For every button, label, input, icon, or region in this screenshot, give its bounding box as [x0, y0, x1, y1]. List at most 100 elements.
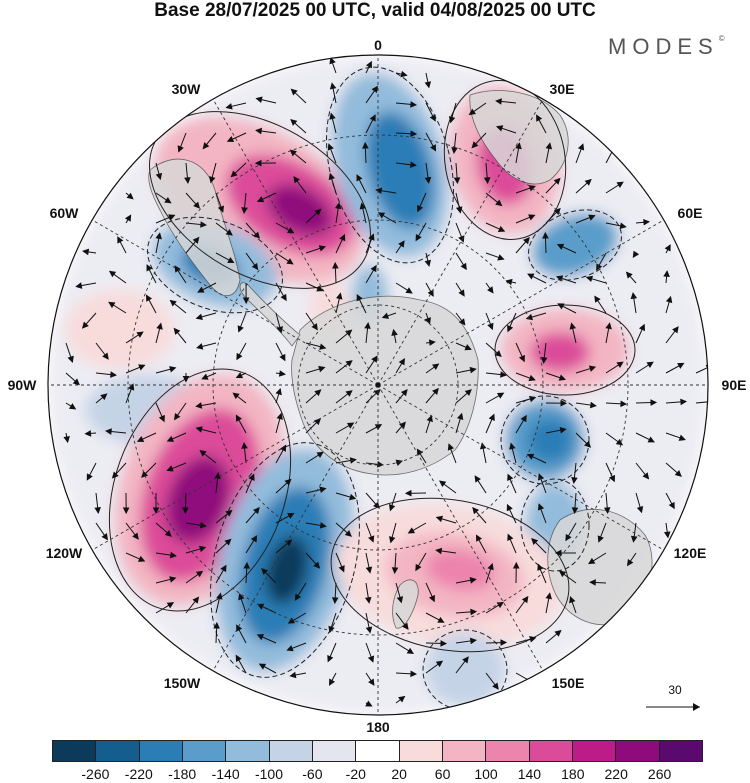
- wind-vector-head: [169, 366, 177, 373]
- wind-vector-head: [410, 130, 418, 138]
- wind-vector-head: [374, 424, 383, 431]
- wind-vector-head: [507, 533, 514, 541]
- wind-vector-head: [166, 465, 174, 472]
- wind-vector-head: [638, 323, 645, 332]
- wind-vector-head: [166, 602, 175, 609]
- wind-vector-head: [553, 207, 561, 215]
- wind-vector-head: [464, 389, 472, 396]
- wind-vector-head: [236, 352, 243, 361]
- wind-vector-head: [289, 671, 297, 679]
- wind-vector-head: [428, 594, 435, 603]
- wind-vector-head: [349, 493, 357, 501]
- wind-vector-head: [230, 170, 238, 178]
- wind-vector-head: [456, 412, 464, 421]
- wind-vector-head: [512, 561, 520, 569]
- wind-vector-head: [195, 402, 203, 409]
- wind-vector-head: [287, 512, 295, 519]
- wind-vector-head: [362, 141, 369, 149]
- wind-vector-head: [104, 428, 112, 435]
- contour-line: [500, 395, 590, 485]
- wind-vector-head: [460, 262, 467, 271]
- wind-vector-head: [100, 393, 108, 401]
- wind-vector-head: [365, 626, 373, 634]
- wind-vector-head: [169, 551, 177, 559]
- wind-vector-head: [554, 629, 562, 637]
- wind-vector-head: [557, 303, 565, 310]
- wind-vector-head: [559, 426, 567, 434]
- colorbar-tick-label: -20: [345, 766, 366, 782]
- wind-vector-head: [625, 271, 633, 279]
- wind-vector-head: [195, 426, 203, 433]
- wind-vector-head: [520, 414, 527, 423]
- wind-vector-head: [569, 322, 577, 330]
- wind-vector-head: [193, 201, 201, 209]
- wind-vector-head: [225, 509, 233, 517]
- wind-vector-head: [497, 254, 505, 261]
- colorbar-swatch: [53, 741, 97, 761]
- wind-vector-head: [537, 563, 544, 571]
- anomaly-region: [531, 212, 619, 278]
- wind-vector-head: [677, 362, 685, 369]
- wind-vector-head: [369, 114, 376, 122]
- wind-vector-head: [571, 507, 579, 515]
- wind-vector-head: [500, 639, 508, 646]
- wind-vector-head: [101, 533, 108, 541]
- wind-vector-head: [284, 478, 292, 486]
- wind-vector-head: [368, 535, 375, 543]
- wind-vector-head: [169, 576, 177, 583]
- colorbar-swatch: [399, 741, 443, 761]
- wind-vector-head: [329, 56, 336, 65]
- longitude-label: 60E: [678, 205, 703, 221]
- wind-vector-head: [128, 383, 135, 391]
- wind-vector-head: [389, 536, 396, 544]
- wind-vector-head: [531, 537, 539, 546]
- wind-vector-head: [169, 299, 177, 307]
- wind-vector-head: [373, 389, 381, 397]
- wind-vector-head: [605, 322, 612, 330]
- wind-vector-head: [241, 441, 248, 449]
- wind-vector-head: [110, 371, 117, 378]
- longitude-labels: 0 30E 60E 90E 120E 150E 180 150W 120W 90W 60W 30W: [8, 37, 747, 735]
- colorbar-tick-label: 140: [517, 766, 542, 782]
- reference-vector-label: 30: [668, 683, 682, 697]
- wind-vector-head: [364, 596, 372, 604]
- wind-vector-head: [540, 356, 548, 364]
- wind-vector-head: [603, 507, 611, 515]
- wind-vector-head: [529, 636, 537, 643]
- wind-vector-head: [84, 430, 92, 437]
- wind-vector-head: [371, 85, 379, 93]
- colorbar-tick-label: -260: [81, 766, 110, 782]
- wind-vector-head: [432, 363, 440, 371]
- wind-vector-head: [86, 473, 93, 481]
- wind-vector-head: [663, 270, 670, 277]
- wind-vector-head: [108, 270, 117, 278]
- wind-vector-head: [435, 515, 444, 523]
- wind-vector-head: [455, 206, 463, 214]
- colorbar-swatch: [312, 741, 357, 761]
- wind-vector-head: [94, 507, 101, 514]
- anomaly-region: [267, 184, 333, 236]
- wind-vector-head: [329, 112, 336, 120]
- wind-vector-head: [155, 172, 163, 181]
- wind-vector-head: [505, 278, 513, 286]
- contour-line: [494, 304, 636, 396]
- wind-vector-head: [664, 244, 671, 252]
- wind-vector-head: [328, 678, 336, 686]
- wind-vector-head: [487, 322, 494, 331]
- wind-vector-head: [290, 88, 298, 96]
- wind-vector-head: [256, 196, 265, 203]
- wind-vector-head: [577, 143, 585, 151]
- wind-vector-head: [220, 564, 227, 573]
- wind-vector-head: [609, 474, 616, 483]
- reference-vector: 30: [640, 683, 710, 723]
- wind-vector-head: [495, 125, 504, 132]
- wind-vector-head: [646, 361, 654, 369]
- wind-vector-head: [156, 322, 163, 330]
- wind-vector-head: [182, 376, 190, 383]
- wind-vector-head: [63, 435, 70, 444]
- wind-vector-head: [642, 472, 650, 480]
- wind-vector-head: [507, 324, 514, 333]
- longitude-label: 90E: [722, 377, 747, 393]
- wind-vector-head: [237, 325, 244, 333]
- wind-vector-head: [141, 470, 149, 478]
